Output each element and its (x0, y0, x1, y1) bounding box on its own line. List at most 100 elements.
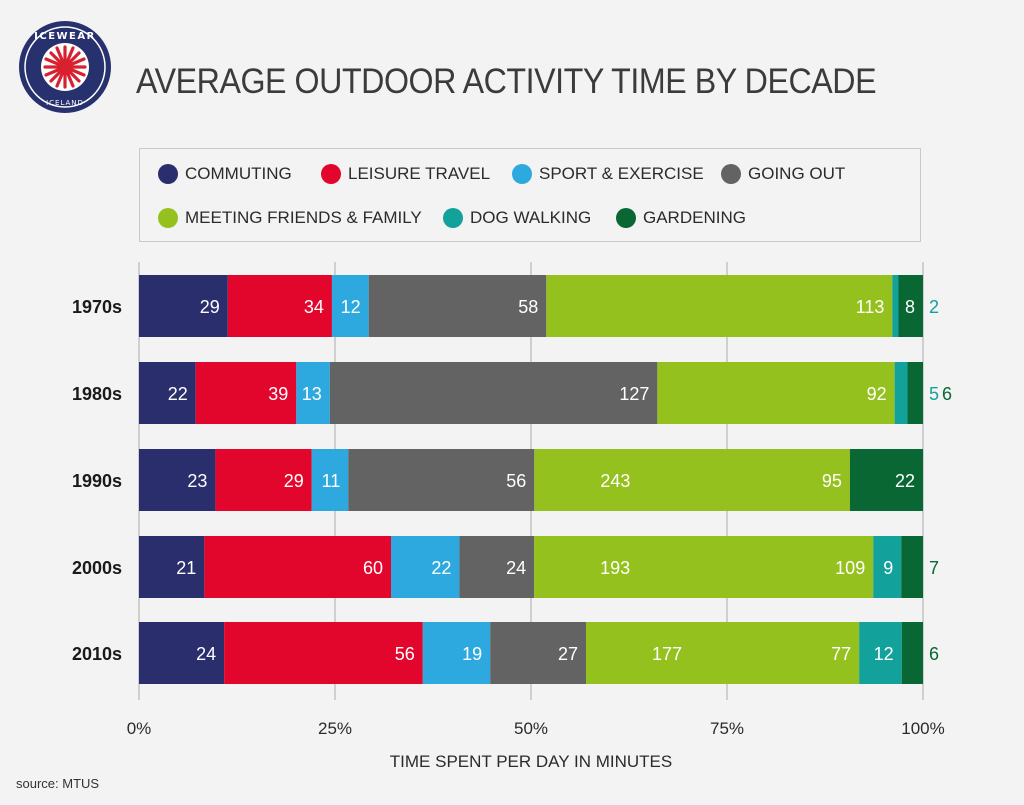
data-label: 113 (856, 297, 885, 317)
bar-segment (329, 362, 658, 424)
bar-segment (348, 449, 535, 511)
bar-segment (534, 449, 850, 511)
category-label: 2010s (72, 644, 122, 664)
data-label: 27 (558, 644, 578, 664)
data-label: 5 (929, 384, 939, 404)
legend-swatch (158, 164, 178, 184)
data-label: 21 (176, 558, 196, 578)
legend-swatch (616, 208, 636, 228)
data-label: 6 (929, 644, 939, 664)
legend-item: DOG WALKING (443, 208, 591, 228)
bar-segment (139, 362, 196, 424)
bar-segment (907, 362, 923, 424)
bar-segment (368, 275, 547, 337)
bar-segment (657, 362, 895, 424)
data-label: 11 (322, 471, 341, 491)
chart-title: AVERAGE OUTDOOR ACTIVITY TIME BY DECADE (136, 62, 877, 101)
bar-segment (331, 275, 369, 337)
data-label: 77 (831, 644, 851, 664)
legend-swatch (721, 164, 741, 184)
x-tick-label: 25% (318, 719, 352, 738)
bar-segment (849, 449, 923, 511)
data-label: 12 (874, 644, 894, 664)
bar-segment (224, 622, 423, 684)
x-tick-label: 75% (710, 719, 744, 738)
logo-brand-text: ICEWEAR (34, 31, 96, 42)
legend-swatch (512, 164, 532, 184)
legend-label: LEISURE TRAVEL (348, 164, 491, 183)
data-label: 92 (867, 384, 887, 404)
data-label: 23 (187, 471, 207, 491)
category-label: 1970s (72, 297, 122, 317)
bar-segment (585, 622, 860, 684)
data-label: 109 (835, 558, 865, 578)
bar-segment (898, 275, 923, 337)
bar-segment (139, 536, 205, 598)
legend: COMMUTING LEISURE TRAVEL SPORT & EXERCISE G… (139, 148, 921, 242)
bar-segment (901, 536, 923, 598)
bar-segment (422, 622, 491, 684)
icewear-logo: ICEWEAR ICELAND (19, 21, 111, 113)
legend-label: COMMUTING (185, 164, 292, 183)
legend-swatch (443, 208, 463, 228)
legend-label: SPORT & EXERCISE (539, 164, 704, 183)
data-label: 56 (506, 471, 526, 491)
bar-segment (894, 362, 908, 424)
bar-segment (311, 449, 349, 511)
bar-segment (892, 275, 899, 337)
data-label: 7 (929, 558, 939, 578)
data-label: 8 (905, 297, 915, 317)
legend-label: GOING OUT (748, 164, 846, 183)
bar-segment (391, 536, 460, 598)
legend-item: MEETING FRIENDS & FAMILY (158, 208, 422, 228)
data-label: 12 (341, 297, 361, 317)
bar-segment (227, 275, 332, 337)
data-label: 60 (363, 558, 383, 578)
data-label: 13 (302, 384, 322, 404)
legend-swatch (321, 164, 341, 184)
data-label: 22 (895, 471, 915, 491)
bar-segment (459, 536, 535, 598)
annotation-label: 193 (600, 558, 630, 578)
data-label: 22 (168, 384, 188, 404)
legend-label: GARDENING (643, 208, 746, 227)
data-label: 24 (506, 558, 526, 578)
data-label: 39 (268, 384, 288, 404)
bar-segment (296, 362, 330, 424)
bar-segment (901, 622, 923, 684)
legend-label: MEETING FRIENDS & FAMILY (185, 208, 422, 227)
annotation-label: 177 (652, 644, 682, 664)
data-label: 22 (431, 558, 451, 578)
bar-segment (139, 449, 216, 511)
data-label: 95 (822, 471, 842, 491)
data-label: 6 (942, 384, 952, 404)
legend-item: GOING OUT (721, 164, 845, 184)
bar-segment (859, 622, 902, 684)
bar-segment (546, 275, 893, 337)
data-label: 2 (929, 297, 939, 317)
category-label: 1990s (72, 471, 122, 491)
data-label: 24 (196, 644, 216, 664)
x-tick-label: 0% (127, 719, 152, 738)
annotation-label: 243 (600, 471, 630, 491)
data-label: 56 (395, 644, 415, 664)
legend-swatch (158, 208, 178, 228)
legend-label: DOG WALKING (470, 208, 592, 227)
bar-segment (139, 622, 225, 684)
x-axis-title: TIME SPENT PER DAY IN MINUTES (390, 752, 672, 771)
legend-item: COMMUTING (158, 164, 292, 184)
legend-item: SPORT & EXERCISE (512, 164, 704, 184)
x-tick-label: 50% (514, 719, 548, 738)
logo-sub-text: ICELAND (46, 99, 84, 107)
bar-segment (139, 275, 228, 337)
bar-segment (490, 622, 586, 684)
data-label: 34 (304, 297, 324, 317)
data-label: 9 (883, 558, 893, 578)
data-label: 58 (518, 297, 538, 317)
legend-item: GARDENING (616, 208, 746, 228)
x-tick-label: 100% (901, 719, 944, 738)
legend-item: LEISURE TRAVEL (321, 164, 490, 184)
source-note: source: MTUS (16, 776, 100, 791)
bar-segment (534, 536, 874, 598)
